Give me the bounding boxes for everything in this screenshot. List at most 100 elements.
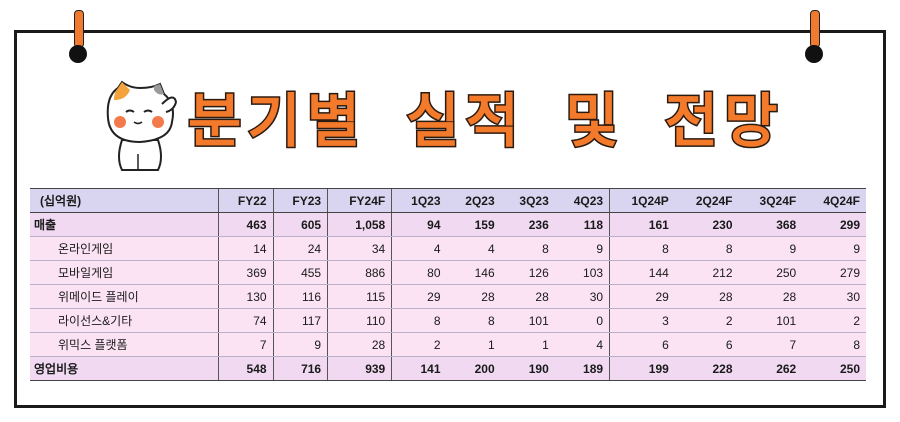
table-cell: 939	[327, 356, 392, 381]
table-cell: 28	[674, 284, 739, 309]
table-header-row: (십억원) FY22 FY23 FY24F 1Q23 2Q23 3Q23 4Q2…	[30, 188, 866, 213]
table-cell: 1	[500, 332, 555, 357]
table-cell: 369	[218, 260, 274, 285]
table-cell: 74	[218, 308, 274, 333]
table-cell: 8	[609, 236, 675, 261]
table-cell: 4	[554, 332, 610, 357]
table-cell: 141	[391, 356, 447, 381]
cat-mascot-icon	[106, 80, 178, 171]
table-cell: 103	[554, 260, 610, 285]
table-cell: 886	[327, 260, 392, 285]
column-header: FY22	[218, 188, 274, 213]
row-label: 위메이드 플레이	[30, 284, 219, 309]
table-cell: 14	[218, 236, 274, 261]
column-header: 4Q24F	[802, 188, 866, 213]
table-cell: 6	[609, 332, 675, 357]
table-cell: 250	[802, 356, 866, 381]
table-cell: 110	[327, 308, 392, 333]
table-cell: 116	[272, 284, 328, 309]
row-label: 매출	[30, 212, 219, 237]
table-cell: 2	[391, 332, 447, 357]
table-cell: 8	[802, 332, 866, 357]
table-cell: 144	[609, 260, 675, 285]
table-cell: 199	[609, 356, 675, 381]
table-row: 영업비용 548 716 939 141 200 190 189 199 228…	[30, 356, 866, 381]
table-cell: 24	[272, 236, 328, 261]
column-header: 3Q23	[500, 188, 555, 213]
table-cell: 250	[738, 260, 803, 285]
table-cell: 2	[802, 308, 866, 333]
table-cell: 9	[802, 236, 866, 261]
table-cell: 117	[272, 308, 328, 333]
table-cell: 126	[500, 260, 555, 285]
unit-label: (십억원)	[30, 188, 219, 213]
table-cell: 8	[500, 236, 555, 261]
table-cell: 118	[554, 212, 610, 237]
table-cell: 29	[609, 284, 675, 309]
column-header: FY23	[272, 188, 328, 213]
table-cell: 101	[500, 308, 555, 333]
table-row: 온라인게임 14 24 34 4 4 8 9 8 8 9 9	[30, 236, 866, 261]
table-cell: 230	[674, 212, 739, 237]
table-row: 위믹스 플랫폼 7 9 28 2 1 1 4 6 6 7 8	[30, 332, 866, 357]
table-cell: 34	[327, 236, 392, 261]
table-cell: 3	[609, 308, 675, 333]
table-cell: 200	[446, 356, 501, 381]
table-cell: 4	[446, 236, 501, 261]
table-cell: 605	[272, 212, 328, 237]
table-cell: 161	[609, 212, 675, 237]
table-cell: 115	[327, 284, 392, 309]
table-cell: 94	[391, 212, 447, 237]
table-cell: 9	[738, 236, 803, 261]
table-cell: 212	[674, 260, 739, 285]
table-cell: 716	[272, 356, 328, 381]
row-label: 라이선스&기타	[30, 308, 219, 333]
column-header: 2Q23	[446, 188, 501, 213]
table-cell: 236	[500, 212, 555, 237]
table-cell: 0	[554, 308, 610, 333]
table-cell: 101	[738, 308, 803, 333]
table-cell: 7	[738, 332, 803, 357]
column-header: 1Q23	[391, 188, 447, 213]
table-cell: 2	[674, 308, 739, 333]
column-header: FY24F	[327, 188, 392, 213]
table-cell: 1,058	[327, 212, 392, 237]
table-cell: 299	[802, 212, 866, 237]
table-cell: 1	[446, 332, 501, 357]
table-cell: 30	[554, 284, 610, 309]
table-cell: 548	[218, 356, 274, 381]
table-cell: 8	[674, 236, 739, 261]
table-cell: 6	[674, 332, 739, 357]
table-cell: 4	[391, 236, 447, 261]
table-cell: 28	[446, 284, 501, 309]
table-cell: 28	[327, 332, 392, 357]
table-cell: 7	[218, 332, 274, 357]
table-row: 라이선스&기타 74 117 110 8 8 101 0 3 2 101 2	[30, 308, 866, 333]
table-cell: 29	[391, 284, 447, 309]
table-cell: 80	[391, 260, 447, 285]
table-cell: 228	[674, 356, 739, 381]
table-cell: 368	[738, 212, 803, 237]
column-header: 1Q24P	[609, 188, 675, 213]
table-row: 모바일게임 369 455 886 80 146 126 103 144 212…	[30, 260, 866, 285]
table-cell: 28	[738, 284, 803, 309]
table-row: 매출 463 605 1,058 94 159 236 118 161 230 …	[30, 212, 866, 237]
table-cell: 9	[272, 332, 328, 357]
table-cell: 279	[802, 260, 866, 285]
row-label: 온라인게임	[30, 236, 219, 261]
table-cell: 190	[500, 356, 555, 381]
table-cell: 30	[802, 284, 866, 309]
table-cell: 146	[446, 260, 501, 285]
row-label: 영업비용	[30, 356, 219, 381]
column-header: 2Q24F	[674, 188, 739, 213]
column-header: 3Q24F	[738, 188, 803, 213]
row-label: 모바일게임	[30, 260, 219, 285]
table-cell: 8	[446, 308, 501, 333]
row-label: 위믹스 플랫폼	[30, 332, 219, 357]
table-cell: 9	[554, 236, 610, 261]
table-cell: 8	[391, 308, 447, 333]
table-cell: 130	[218, 284, 274, 309]
table-cell: 455	[272, 260, 328, 285]
table-cell: 189	[554, 356, 610, 381]
financial-table: (십억원) FY22 FY23 FY24F 1Q23 2Q23 3Q23 4Q2…	[30, 188, 866, 381]
